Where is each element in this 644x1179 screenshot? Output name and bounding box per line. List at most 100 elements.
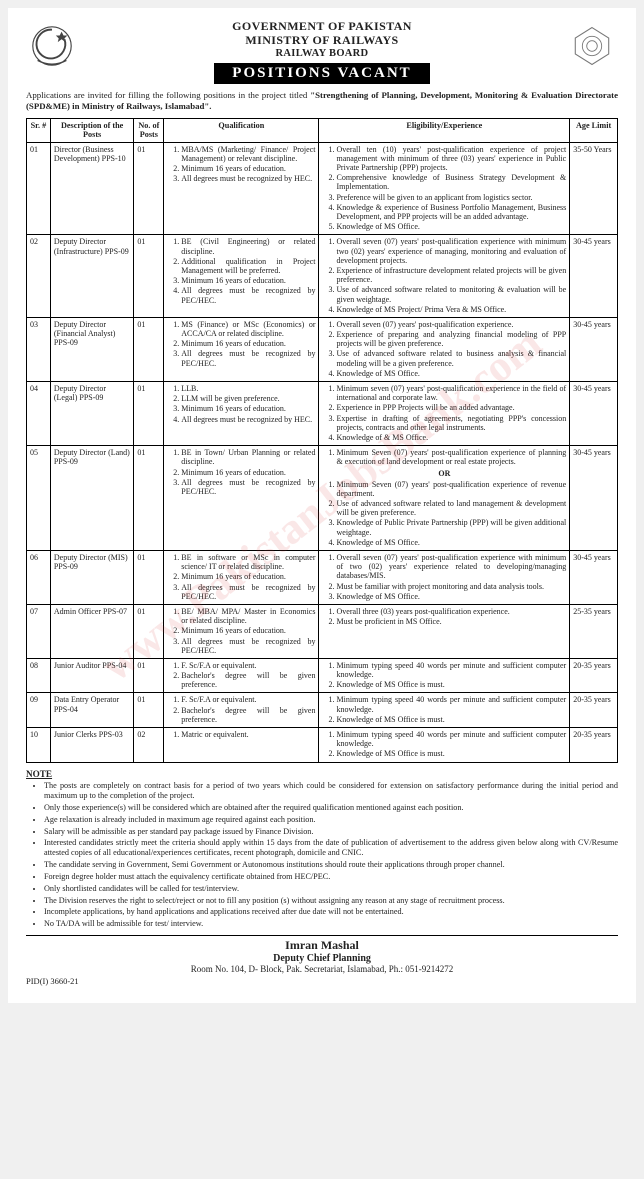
cell-qualification: F. Sc/F.A or equivalent.Bachelor's degre…: [164, 658, 319, 693]
cell-age: 20-35 years: [570, 728, 618, 763]
cell-desc: Admin Officer PPS-07: [50, 604, 134, 658]
cell-sr: 07: [27, 604, 51, 658]
cell-sr: 08: [27, 658, 51, 693]
cell-qualification: LLB.LLM will be given preference.Minimum…: [164, 382, 319, 446]
pid-number: PID(I) 3660-21: [26, 977, 618, 987]
intro-paragraph: Applications are invited for filling the…: [26, 90, 618, 112]
gov-line2: MINISTRY OF RAILWAYS: [78, 34, 566, 48]
gov-line1: GOVERNMENT OF PAKISTAN: [78, 20, 566, 34]
cell-age: 30-45 years: [570, 317, 618, 381]
note-item: Foreign degree holder must attach the eq…: [44, 872, 618, 882]
cell-qualification: BE in software or MSc in computer scienc…: [164, 551, 319, 605]
cell-no: 01: [134, 604, 164, 658]
cell-desc: Deputy Director (Land) PPS-09: [50, 446, 134, 551]
table-row: 08Junior Auditor PPS-0401F. Sc/F.A or eq…: [27, 658, 618, 693]
note-item: Incomplete applications, by hand applica…: [44, 907, 618, 917]
cell-no: 01: [134, 446, 164, 551]
cell-no: 01: [134, 235, 164, 318]
table-row: 01Director (Business Development) PPS-10…: [27, 142, 618, 235]
cell-eligibility: Overall seven (07) years' post-qualifica…: [319, 317, 570, 381]
railway-emblem-right: [566, 20, 618, 72]
th-qual: Qualification: [164, 118, 319, 142]
table-row: 04Deputy Director (Legal) PPS-0901LLB.LL…: [27, 382, 618, 446]
cell-qualification: MS (Finance) or MSc (Economics) or ACCA/…: [164, 317, 319, 381]
cell-qualification: BE/ MBA/ MPA/ Master in Economics or rel…: [164, 604, 319, 658]
signatory-address: Room No. 104, D- Block, Pak. Secretariat…: [26, 964, 618, 974]
cell-no: 02: [134, 728, 164, 763]
cell-sr: 10: [27, 728, 51, 763]
note-item: Salary will be admissible as per standar…: [44, 827, 618, 837]
cell-desc: Junior Auditor PPS-04: [50, 658, 134, 693]
title-bar: POSITIONS VACANT: [214, 63, 429, 84]
cell-sr: 05: [27, 446, 51, 551]
cell-eligibility: Minimum typing speed 40 words per minute…: [319, 693, 570, 728]
cell-no: 01: [134, 142, 164, 235]
table-row: 10Junior Clerks PPS-0302Matric or equiva…: [27, 728, 618, 763]
cell-qualification: F. Sc/F.A or equivalent.Bachelor's degre…: [164, 693, 319, 728]
cell-qualification: BE (Civil Engineering) or related discip…: [164, 235, 319, 318]
cell-age: 30-45 years: [570, 235, 618, 318]
intro-prefix: Applications are invited for filling the…: [26, 90, 310, 100]
table-header-row: Sr. # Description of the Posts No. of Po…: [27, 118, 618, 142]
header-row: GOVERNMENT OF PAKISTAN MINISTRY OF RAILW…: [26, 20, 618, 84]
cell-eligibility: Minimum typing speed 40 words per minute…: [319, 728, 570, 763]
cell-age: 35-50 Years: [570, 142, 618, 235]
signatory-name: Imran Mashal: [26, 939, 618, 953]
cell-qualification: BE in Town/ Urban Planning or related di…: [164, 446, 319, 551]
note-item: Interested candidates strictly meet the …: [44, 838, 618, 858]
cell-age: 20-35 years: [570, 693, 618, 728]
table-row: 05Deputy Director (Land) PPS-0901BE in T…: [27, 446, 618, 551]
cell-age: 30-45 years: [570, 382, 618, 446]
cell-sr: 03: [27, 317, 51, 381]
signatory-title: Deputy Chief Planning: [26, 953, 618, 965]
note-item: Only those experience(s) will be conside…: [44, 803, 618, 813]
table-row: 07Admin Officer PPS-0701BE/ MBA/ MPA/ Ma…: [27, 604, 618, 658]
th-desc: Description of the Posts: [50, 118, 134, 142]
cell-sr: 04: [27, 382, 51, 446]
state-emblem-left: [26, 20, 78, 72]
note-item: The candidate serving in Government, Sem…: [44, 860, 618, 870]
table-row: 06Deputy Director (MIS) PPS-0901BE in so…: [27, 551, 618, 605]
cell-desc: Director (Business Development) PPS-10: [50, 142, 134, 235]
cell-eligibility: Overall seven (07) years' post-qualifica…: [319, 235, 570, 318]
cell-desc: Junior Clerks PPS-03: [50, 728, 134, 763]
table-row: 09Data Entry Operator PPS-0401F. Sc/F.A …: [27, 693, 618, 728]
notes-list: The posts are completely on contract bas…: [26, 781, 618, 929]
cell-eligibility: Overall three (03) years post-qualificat…: [319, 604, 570, 658]
cell-eligibility: Minimum seven (07) years' post-qualifica…: [319, 382, 570, 446]
th-elig: Eligibility/Experience: [319, 118, 570, 142]
cell-desc: Deputy Director (Financial Analyst) PPS-…: [50, 317, 134, 381]
cell-desc: Data Entry Operator PPS-04: [50, 693, 134, 728]
cell-no: 01: [134, 551, 164, 605]
note-item: No TA/DA will be admissible for test/ in…: [44, 919, 618, 929]
signatory-block: Imran Mashal Deputy Chief Planning Room …: [26, 935, 618, 975]
cell-eligibility: Overall ten (10) years' post-qualificati…: [319, 142, 570, 235]
job-ad-page: www.PakistanJobsBank.com GOVERNMENT OF P…: [8, 8, 636, 1003]
cell-no: 01: [134, 382, 164, 446]
positions-table: Sr. # Description of the Posts No. of Po…: [26, 118, 618, 763]
cell-eligibility: Overall seven (07) years' post-qualifica…: [319, 551, 570, 605]
table-row: 03Deputy Director (Financial Analyst) PP…: [27, 317, 618, 381]
note-item: The posts are completely on contract bas…: [44, 781, 618, 801]
note-item: Only shortlisted candidates will be call…: [44, 884, 618, 894]
cell-sr: 06: [27, 551, 51, 605]
table-row: 02Deputy Director (Infrastructure) PPS-0…: [27, 235, 618, 318]
cell-desc: Deputy Director (MIS) PPS-09: [50, 551, 134, 605]
note-item: The Division reserves the right to selec…: [44, 896, 618, 906]
cell-age: 25-35 years: [570, 604, 618, 658]
cell-no: 01: [134, 317, 164, 381]
cell-age: 20-35 years: [570, 658, 618, 693]
cell-sr: 09: [27, 693, 51, 728]
gov-line3: RAILWAY BOARD: [78, 48, 566, 60]
cell-qualification: Matric or equivalent.: [164, 728, 319, 763]
cell-no: 01: [134, 693, 164, 728]
th-no: No. of Posts: [134, 118, 164, 142]
cell-desc: Deputy Director (Infrastructure) PPS-09: [50, 235, 134, 318]
cell-desc: Deputy Director (Legal) PPS-09: [50, 382, 134, 446]
th-sr: Sr. #: [27, 118, 51, 142]
note-item: Age relaxation is already included in ma…: [44, 815, 618, 825]
cell-age: 30-45 years: [570, 551, 618, 605]
cell-qualification: MBA/MS (Marketing/ Finance/ Project Mana…: [164, 142, 319, 235]
cell-eligibility: Minimum Seven (07) years' post-qualifica…: [319, 446, 570, 551]
header-center: GOVERNMENT OF PAKISTAN MINISTRY OF RAILW…: [78, 20, 566, 84]
